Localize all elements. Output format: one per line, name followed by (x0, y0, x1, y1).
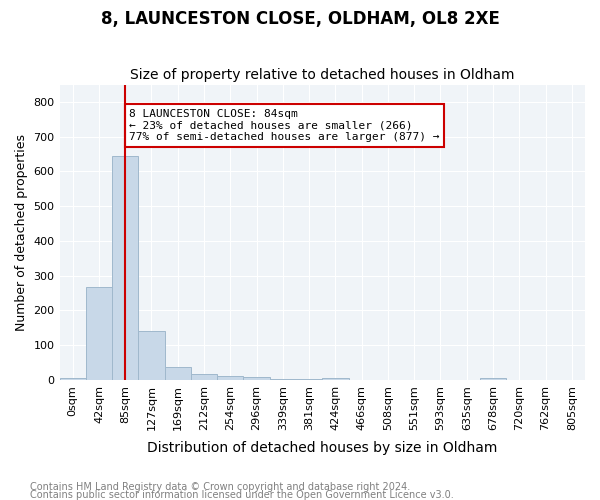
Text: Contains public sector information licensed under the Open Government Licence v3: Contains public sector information licen… (30, 490, 454, 500)
Bar (296, 378, 322, 380)
Text: 8, LAUNCESTON CLOSE, OLDHAM, OL8 2XE: 8, LAUNCESTON CLOSE, OLDHAM, OL8 2XE (101, 10, 499, 28)
Bar (139, 332, 164, 380)
Bar (59, 378, 86, 380)
Bar (244, 377, 270, 380)
Bar (270, 378, 296, 380)
Bar (217, 376, 244, 380)
Y-axis label: Number of detached properties: Number of detached properties (15, 134, 28, 330)
Bar (112, 156, 139, 380)
Bar (322, 378, 349, 380)
X-axis label: Distribution of detached houses by size in Oldham: Distribution of detached houses by size … (147, 441, 497, 455)
Bar (480, 378, 506, 380)
Text: Contains HM Land Registry data © Crown copyright and database right 2024.: Contains HM Land Registry data © Crown c… (30, 482, 410, 492)
Bar (86, 288, 112, 380)
Title: Size of property relative to detached houses in Oldham: Size of property relative to detached ho… (130, 68, 515, 82)
Bar (164, 367, 191, 380)
Text: 8 LAUNCESTON CLOSE: 84sqm
← 23% of detached houses are smaller (266)
77% of semi: 8 LAUNCESTON CLOSE: 84sqm ← 23% of detac… (129, 109, 440, 142)
Bar (191, 374, 217, 380)
